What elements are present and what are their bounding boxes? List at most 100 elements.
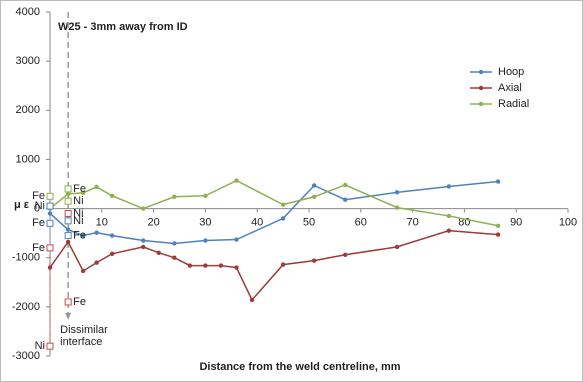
data-point — [65, 191, 71, 197]
x-tick-label: 70 — [406, 216, 418, 228]
data-point — [394, 205, 400, 210]
data-point — [94, 230, 99, 235]
marker-label: Ni — [73, 195, 83, 207]
data-point — [187, 263, 193, 268]
y-tick-label: 4000 — [16, 6, 40, 18]
marker-label: Fe — [32, 217, 45, 229]
marker-label: Ni — [73, 207, 83, 219]
x-tick-label: 10 — [96, 216, 108, 228]
data-point — [47, 211, 53, 216]
y-tick-label: -2000 — [12, 301, 40, 313]
data-point — [311, 194, 317, 199]
x-tick-label: 90 — [510, 216, 522, 228]
data-point — [249, 297, 255, 303]
y-tick-label: 3000 — [16, 55, 40, 67]
interface-marker — [64, 217, 72, 225]
data-point — [141, 238, 146, 243]
data-point — [94, 260, 99, 265]
data-point — [343, 182, 348, 188]
legend-marker — [478, 69, 484, 75]
legend-marker — [478, 85, 484, 91]
data-point — [343, 197, 348, 202]
data-point — [80, 190, 86, 196]
data-point — [495, 223, 501, 228]
data-point — [203, 263, 208, 268]
interface-marker — [64, 232, 72, 240]
data-point — [80, 233, 86, 238]
data-point — [203, 193, 208, 198]
data-point — [172, 255, 177, 260]
interface-label: Dissimilar — [60, 324, 108, 336]
x-tick-label: 60 — [355, 216, 367, 228]
data-point — [280, 262, 286, 267]
interface-arrow — [65, 313, 72, 320]
data-point — [109, 193, 115, 198]
data-point — [94, 184, 99, 190]
y-axis-label: μ ε — [14, 199, 30, 211]
marker-label: Ni — [35, 340, 45, 352]
marker-label: Fe — [32, 242, 45, 254]
data-point — [109, 233, 115, 238]
interface-marker — [64, 197, 72, 205]
interface-label: interface — [60, 336, 102, 348]
legend-label: Axial — [498, 82, 522, 94]
data-point — [109, 251, 115, 256]
data-point — [495, 179, 501, 184]
data-point — [234, 178, 239, 183]
data-point — [446, 213, 452, 219]
data-point — [280, 202, 286, 207]
chart-title: W25 - 3mm away from ID — [58, 21, 188, 33]
data-point — [218, 263, 224, 268]
data-point — [394, 190, 400, 195]
marker-label: Fe — [73, 230, 86, 242]
interface-marker — [64, 298, 72, 306]
marker-label: Fe — [73, 183, 86, 195]
data-point — [141, 244, 146, 250]
data-point — [394, 244, 400, 250]
y-tick-label: 2000 — [16, 104, 40, 116]
x-tick-label: 100 — [559, 216, 577, 228]
data-point — [80, 268, 86, 274]
data-point — [65, 227, 71, 232]
data-point — [65, 239, 71, 245]
legend-marker — [478, 101, 484, 107]
x-axis-label: Distance from the weld centreline, mm — [199, 361, 400, 373]
x-tick-label: 20 — [147, 216, 159, 228]
marker-label: Ni — [73, 215, 83, 227]
legend-label: Hoop — [498, 66, 524, 78]
y-tick-label: 0 — [34, 202, 40, 214]
data-point — [141, 206, 146, 211]
data-point — [311, 258, 317, 263]
data-point — [446, 228, 452, 233]
data-point — [203, 238, 208, 243]
data-point — [172, 194, 177, 199]
data-point — [446, 184, 452, 189]
interface-marker — [64, 209, 72, 217]
interface-marker — [46, 219, 54, 227]
data-point — [280, 216, 286, 221]
data-point — [311, 183, 317, 188]
legend-label: Radial — [498, 98, 529, 110]
marker-label: Ni — [35, 200, 45, 212]
x-tick-label: 50 — [303, 216, 315, 228]
marker-label: Fe — [73, 296, 86, 308]
y-tick-label: -1000 — [12, 252, 40, 264]
data-point — [156, 250, 161, 255]
interface-marker — [46, 192, 54, 200]
y-tick-label: 1000 — [16, 153, 40, 165]
interface-marker — [64, 185, 72, 193]
data-point — [234, 265, 239, 270]
interface-marker — [46, 244, 54, 252]
data-point — [172, 241, 177, 246]
data-point — [495, 232, 501, 237]
marker-label: Fe — [32, 190, 45, 202]
y-tick-label: -3000 — [12, 350, 40, 362]
data-point — [47, 265, 53, 270]
data-point — [343, 252, 348, 257]
x-tick-label: 30 — [199, 216, 211, 228]
data-point — [234, 237, 239, 242]
interface-marker — [46, 342, 54, 350]
interface-marker — [46, 202, 54, 210]
